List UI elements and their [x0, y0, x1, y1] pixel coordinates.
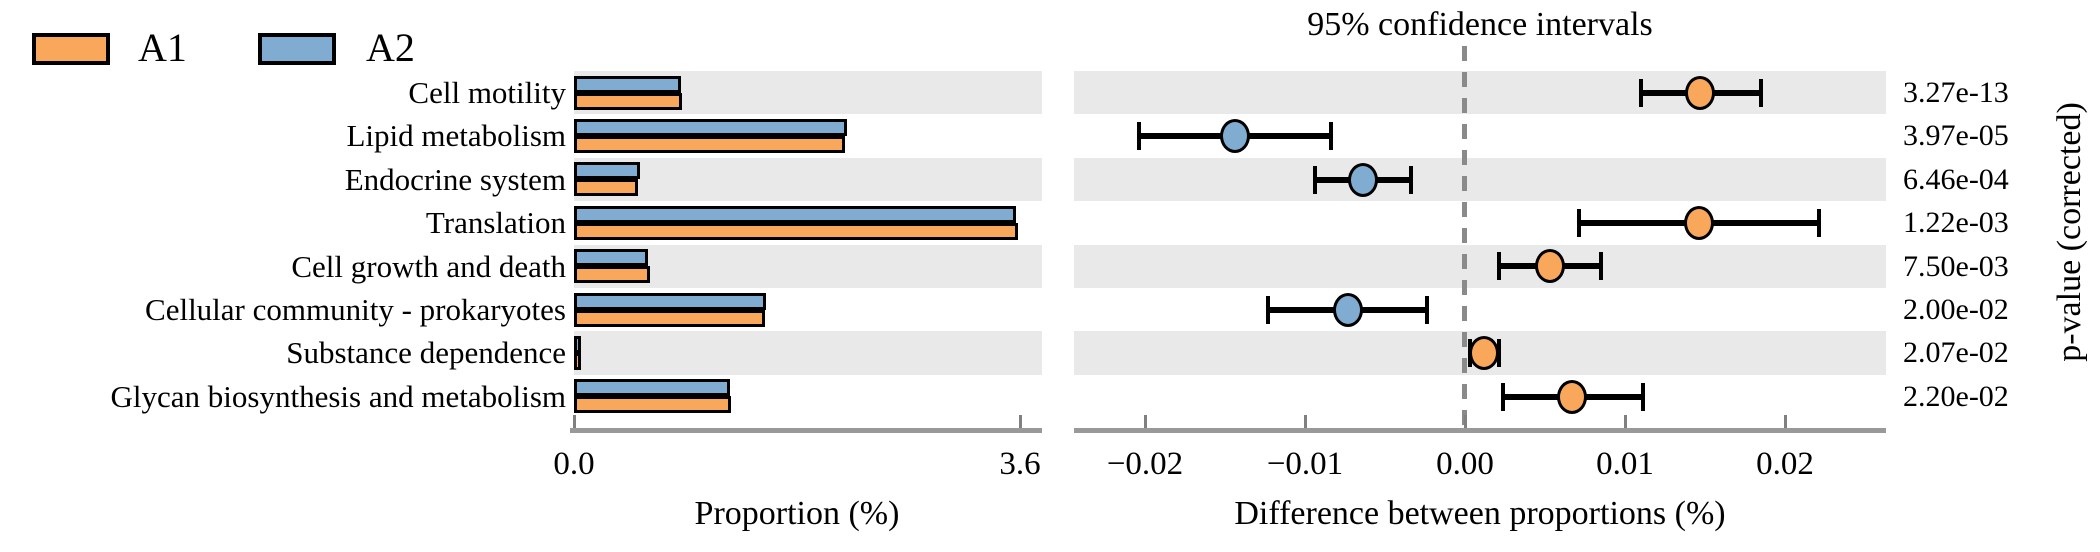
ci-mean-dot [1469, 336, 1500, 371]
right-x-axis-title: Difference between proportions (%) [1234, 495, 1726, 532]
ci-mean-dot [1557, 379, 1588, 414]
proportion-bar-a2 [574, 335, 581, 353]
proportion-bar-a2 [574, 292, 767, 310]
left-x-axis-title: Proportion (%) [694, 495, 900, 532]
proportion-bar-a2 [574, 379, 731, 397]
right-axis-tick-label: 0.02 [1756, 446, 1814, 482]
ci-cap-low [1639, 78, 1643, 107]
proportion-bar-a2 [574, 162, 640, 180]
ci-cap-high [1759, 78, 1763, 107]
ci-cap-high [1599, 252, 1603, 281]
category-label: Substance dependence [286, 335, 566, 371]
p-value: 1.22e-03 [1903, 206, 2009, 240]
category-label: Glycan biosynthesis and metabolism [110, 378, 566, 414]
category-label: Cellular community - prokaryotes [145, 292, 566, 327]
category-label: Cell motility [408, 75, 566, 110]
right-row-band [1074, 71, 1886, 115]
zero-reference-line [1462, 46, 1467, 428]
ci-cap-high [1328, 122, 1333, 151]
proportion-bar-a1 [574, 266, 650, 284]
ci-cap-low [1501, 382, 1506, 411]
ci-mean-dot [1534, 249, 1565, 284]
right-axis-tick [1303, 415, 1307, 428]
proportion-bar-a1 [574, 352, 582, 370]
right-x-axis-line [1074, 428, 1886, 433]
right-axis-tick [1783, 415, 1787, 428]
ci-mean-dot [1347, 162, 1378, 197]
proportion-bar-a1 [574, 222, 1018, 240]
category-label: Cell growth and death [291, 248, 566, 284]
proportion-bar-a2 [574, 205, 1017, 223]
proportion-bar-a1 [574, 92, 682, 110]
ci-mean-dot [1683, 205, 1714, 240]
ci-cap-high [1408, 165, 1413, 194]
right-axis-tick-label: −0.02 [1106, 446, 1184, 482]
proportion-bar-a2 [574, 75, 681, 93]
left-axis-tick [572, 415, 576, 428]
proportion-bar-a1 [574, 309, 765, 327]
right-panel-title: 95% confidence intervals [1307, 6, 1653, 43]
p-value-axis-title: p-value (corrected) [2051, 102, 2088, 362]
category-label: Translation [425, 205, 566, 241]
proportion-bar-a2 [574, 249, 649, 267]
right-axis-tick-label: 0.00 [1436, 446, 1494, 482]
left-x-axis-line [570, 428, 1042, 433]
ci-cap-low [1496, 252, 1501, 281]
proportion-bar-a1 [574, 396, 732, 414]
legend-label-a2: A2 [366, 25, 415, 70]
category-label: Endocrine system [344, 161, 566, 197]
right-row-band [1074, 288, 1886, 332]
ci-cap-low [1136, 122, 1141, 151]
p-value: 3.97e-05 [1903, 119, 2009, 153]
category-label: Lipid metabolism [346, 118, 566, 154]
ci-cap-low [1312, 165, 1317, 194]
right-axis-tick-label: 0.01 [1596, 446, 1654, 482]
ci-cap-low [1266, 295, 1271, 324]
right-row-band [1074, 157, 1886, 202]
left-row-band [574, 244, 1042, 288]
ci-mean-dot [1333, 292, 1364, 327]
left-axis-tick [1018, 415, 1022, 428]
ci-mean-dot [1219, 119, 1250, 154]
p-value: 6.46e-04 [1903, 162, 2009, 196]
ci-cap-high [1640, 382, 1645, 411]
left-row-band [574, 157, 1042, 202]
left-row-band [574, 331, 1042, 375]
ci-cap-low [1576, 208, 1581, 237]
ci-mean-dot [1685, 75, 1716, 110]
ci-cap-high [1424, 295, 1429, 324]
p-value: 3.27e-13 [1903, 76, 2009, 109]
proportion-bar-a1 [574, 179, 639, 197]
right-row-band [1074, 374, 1886, 419]
left-axis-tick-label: 0.0 [553, 446, 595, 482]
proportion-bar-a2 [574, 118, 847, 136]
right-axis-tick [1143, 415, 1147, 428]
p-value: 2.20e-02 [1903, 379, 2009, 413]
legend-label-a1: A1 [138, 25, 187, 70]
legend-swatch-a2 [258, 33, 336, 65]
right-axis-tick [1623, 415, 1627, 428]
legend-swatch-a1 [32, 33, 110, 65]
p-value: 2.07e-02 [1903, 336, 2009, 370]
left-axis-tick-label: 3.6 [999, 446, 1041, 482]
ci-cap-high [1816, 208, 1821, 237]
proportion-bar-a1 [574, 135, 846, 153]
right-axis-tick-label: −0.01 [1266, 446, 1344, 482]
right-row-band [1074, 244, 1886, 288]
right-axis-tick [1463, 415, 1467, 428]
p-value: 2.00e-02 [1903, 293, 2009, 326]
p-value: 7.50e-03 [1903, 249, 2009, 283]
